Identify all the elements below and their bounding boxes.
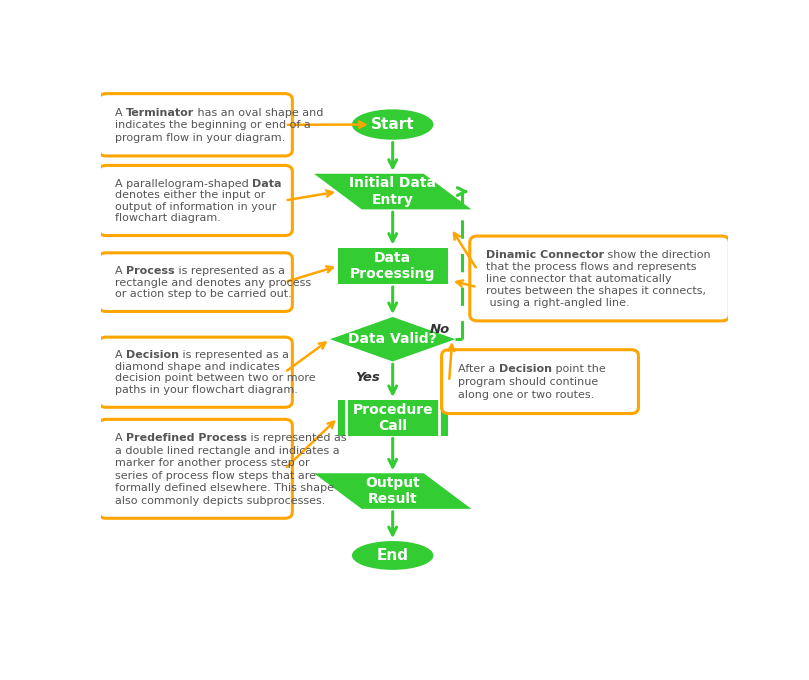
Polygon shape <box>330 317 455 362</box>
Text: denotes either the input or: denotes either the input or <box>115 190 265 200</box>
Text: paths in your flowchart diagram.: paths in your flowchart diagram. <box>115 385 298 395</box>
Text: has an oval shape and: has an oval shape and <box>194 107 324 118</box>
Text: program flow in your diagram.: program flow in your diagram. <box>115 133 285 143</box>
Text: is represented as a: is represented as a <box>175 266 285 276</box>
FancyBboxPatch shape <box>99 94 292 156</box>
Text: Initial Data
Entry: Initial Data Entry <box>349 176 436 207</box>
Text: a double lined rectangle and indicates a: a double lined rectangle and indicates a <box>115 445 340 456</box>
Text: A parallelogram-shaped: A parallelogram-shaped <box>115 179 252 189</box>
Text: rectangle and denotes any process: rectangle and denotes any process <box>115 277 311 288</box>
Text: also commonly depicts subprocesses.: also commonly depicts subprocesses. <box>115 496 325 505</box>
Text: line connector that automatically: line connector that automatically <box>486 274 671 284</box>
Text: A: A <box>115 433 126 443</box>
Text: or action step to be carried out.: or action step to be carried out. <box>115 289 292 299</box>
Text: Terminator: Terminator <box>126 107 194 118</box>
FancyBboxPatch shape <box>99 420 292 518</box>
FancyBboxPatch shape <box>338 400 447 436</box>
Text: Decision: Decision <box>126 350 179 360</box>
Text: diamond shape and indicates: diamond shape and indicates <box>115 362 280 372</box>
Text: Procedure
Call: Procedure Call <box>353 403 433 433</box>
Text: that the process flows and represents: that the process flows and represents <box>486 262 697 272</box>
Text: Yes: Yes <box>355 371 380 384</box>
Text: series of process flow steps that are: series of process flow steps that are <box>115 471 316 481</box>
FancyBboxPatch shape <box>99 253 292 311</box>
Text: Dinamic Connector: Dinamic Connector <box>486 250 604 260</box>
Text: A: A <box>115 107 126 118</box>
Text: output of information in your: output of information in your <box>115 202 277 211</box>
FancyBboxPatch shape <box>442 350 638 413</box>
Text: End: End <box>377 548 409 563</box>
Text: Output
Result: Output Result <box>366 476 420 506</box>
Text: routes between the shapes it connects,: routes between the shapes it connects, <box>486 286 706 296</box>
Text: using a right-angled line.: using a right-angled line. <box>486 299 629 308</box>
Text: Data: Data <box>252 179 282 189</box>
Polygon shape <box>314 473 472 509</box>
Text: No: No <box>430 323 450 336</box>
Polygon shape <box>314 174 472 209</box>
Text: After a: After a <box>458 364 498 374</box>
Text: indicates the beginning or end of a: indicates the beginning or end of a <box>115 120 311 131</box>
Text: point the: point the <box>552 364 605 374</box>
Text: decision point between two or more: decision point between two or more <box>115 373 316 384</box>
Text: formally defined elsewhere. This shape: formally defined elsewhere. This shape <box>115 483 334 493</box>
Text: show the direction: show the direction <box>604 250 711 260</box>
Text: along one or two routes.: along one or two routes. <box>458 390 594 401</box>
Text: A: A <box>115 266 126 276</box>
Text: Decision: Decision <box>498 364 552 374</box>
Text: program should continue: program should continue <box>458 377 598 387</box>
Text: Data Valid?: Data Valid? <box>349 333 437 346</box>
Text: Start: Start <box>371 117 414 132</box>
Text: Predefined Process: Predefined Process <box>126 433 247 443</box>
Ellipse shape <box>352 541 434 570</box>
Text: Data
Processing: Data Processing <box>350 251 435 281</box>
Text: marker for another process step or: marker for another process step or <box>115 458 310 468</box>
Ellipse shape <box>352 109 434 139</box>
Text: A: A <box>115 350 126 360</box>
Text: Process: Process <box>126 266 175 276</box>
FancyBboxPatch shape <box>338 248 447 284</box>
FancyBboxPatch shape <box>470 236 730 321</box>
FancyBboxPatch shape <box>99 337 292 407</box>
Text: flowchart diagram.: flowchart diagram. <box>115 214 221 223</box>
Text: is represented as a: is represented as a <box>179 350 289 360</box>
Text: is represented as: is represented as <box>247 433 347 443</box>
FancyBboxPatch shape <box>99 165 292 235</box>
